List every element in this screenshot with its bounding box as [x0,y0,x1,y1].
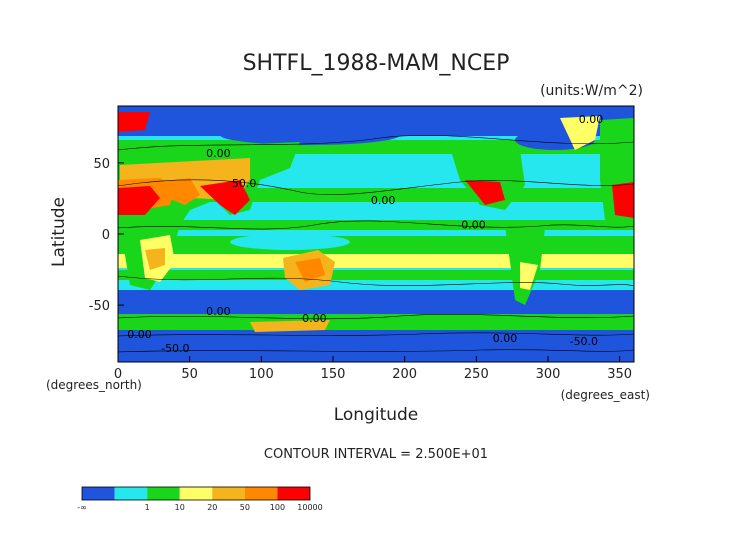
contour-label: 0.00 [206,305,231,318]
colorbar-tick-label: 10000 [297,503,322,512]
y-tick-label: 0 [102,228,110,243]
contour-label: -50.0 [161,342,189,355]
colorbar-swatch [82,487,115,500]
colorbar: -∞ 1 10 20 50 100 10000 [77,486,323,512]
colorbar-frame [81,486,311,501]
southern-subtropic-band [118,236,634,254]
colorbar-tick-label: -∞ [77,503,87,512]
y-tick-label: -50 [89,299,110,314]
south-america-core [520,262,538,290]
antarctic-coast-warm-strip [250,320,330,332]
colorbar-swatch [277,487,310,500]
x-tick-label: 150 [321,367,346,382]
colorbar-swatch [114,487,148,500]
contour-label: 0.00 [493,332,518,345]
arctic-west-hot-spot [118,112,150,132]
x-axis-unit-label: (degrees_east) [561,388,650,402]
contour-label: 50.0 [232,177,257,190]
sahara-core [118,186,160,215]
contour-line [118,349,634,353]
southern-green-band [118,270,634,280]
north-america-hot-spot [465,180,505,205]
equatorial-band [118,220,634,230]
map-field: 0.00 0.00 50.0 0.00 0.00 0.00 0.00 0.00 0.00 -50.… [118,106,634,362]
contour-lines [118,135,634,353]
south-asia-hot-spot [200,180,250,215]
contour-line [118,332,634,337]
contour-line [118,275,634,287]
antarctic-coast-band [118,314,634,330]
colorbar-swatch [147,487,180,500]
y-axis: 50 0 -50 [89,157,124,314]
colorbar-tick-label: 20 [207,503,217,512]
x-axis: 0 50 100 150 200 250 300 350 [114,356,632,382]
chart-title: SHTFL_1988-MAM_NCEP [243,51,510,76]
colorbar-tick-label: 10 [175,503,185,512]
contour-label: 0.00 [371,194,396,207]
x-tick-label: 200 [392,367,417,382]
colorbar-tick-label: 100 [270,503,285,512]
contour-line [118,313,634,320]
contour-label: 0.00 [461,218,486,231]
contour-label: 0.00 [302,312,327,325]
contour-line [118,220,634,230]
colorbar-swatch [179,487,213,500]
y-axis-label: Latitude [49,197,69,267]
contour-label: 0.00 [206,147,231,160]
x-tick-label: 100 [249,367,274,382]
colorbar-tick-label: 50 [240,503,250,512]
contour-interval-label: CONTOUR INTERVAL = 2.500E+01 [264,447,488,462]
contour-label: 0.00 [579,113,604,126]
east-edge-hot-spot [612,182,634,218]
north-america-landmass [450,148,525,210]
y-axis-unit-label: (degrees_north) [46,378,142,392]
x-tick-label: 350 [607,367,632,382]
indian-ocean-cyan-patch [230,234,350,250]
southern-yellow-band [118,254,634,268]
colorbar-swatch [212,487,245,500]
units-label: (units:W/m^2) [540,83,643,99]
contour-label: -50.0 [570,335,598,348]
greenland-zone [560,116,600,150]
contour-label-group: 0.00 0.00 50.0 0.00 0.00 0.00 0.00 0.00 0.00 -50.… [127,113,603,355]
colorbar-swatch [244,487,278,500]
contour-line [118,135,634,151]
arabia-hot-zone [160,178,200,205]
australia-core [295,258,325,282]
southern-africa-core [145,248,165,270]
colorbar-tick-label: 1 [145,503,150,512]
x-tick-label: 0 [114,367,122,382]
y-tick-label: 50 [93,157,110,172]
x-tick-label: 250 [464,367,489,382]
x-axis-label: Longitude [334,405,419,425]
southern-ocean-band [118,290,634,314]
x-tick-label: 50 [181,367,198,382]
contour-line [118,179,634,195]
antarctica-field [118,336,634,362]
north-pacific-cool-patch [220,125,400,145]
x-tick-label: 300 [536,367,561,382]
contour-label: 0.00 [127,328,152,341]
